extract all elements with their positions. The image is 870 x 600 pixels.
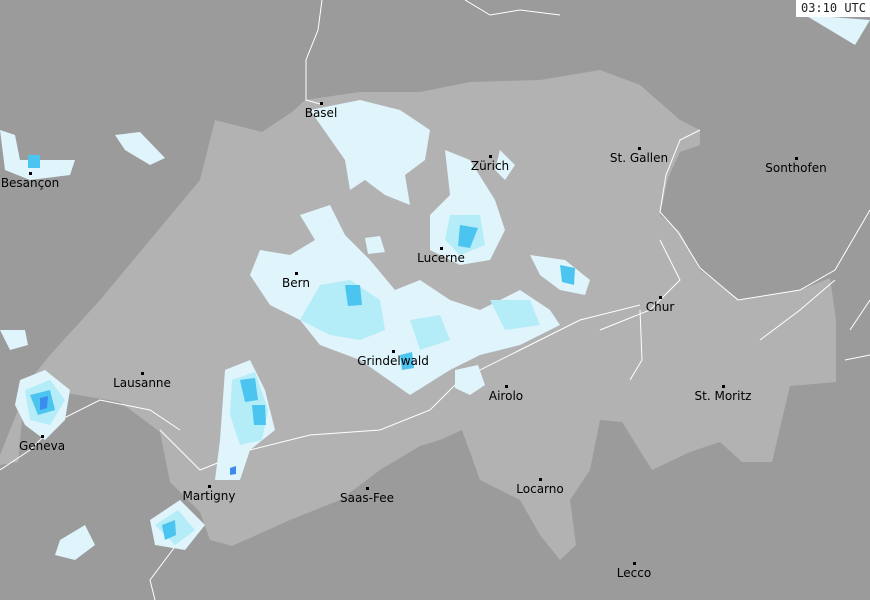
city-marker-icon xyxy=(633,562,636,565)
city-label: St. Gallen xyxy=(609,151,669,165)
city-label: Airolo xyxy=(488,389,524,403)
city-label: Basel xyxy=(304,106,338,120)
city-marker-icon xyxy=(208,485,211,488)
precipitation-light xyxy=(0,15,870,560)
city-label: Lucerne xyxy=(417,251,465,265)
city-marker-icon xyxy=(722,385,725,388)
city-marker-icon xyxy=(489,155,492,158)
city-marker-icon xyxy=(659,296,662,299)
city-label: Zürich xyxy=(470,159,510,173)
city-marker-icon xyxy=(505,385,508,388)
city-marker-icon xyxy=(295,272,298,275)
city-marker-icon xyxy=(141,372,144,375)
city-marker-icon xyxy=(29,172,32,175)
city-marker-icon xyxy=(41,435,44,438)
city-label: Chur xyxy=(645,300,675,314)
city-label: Besançon xyxy=(0,176,60,190)
precipitation-intense xyxy=(40,396,236,475)
timestamp-label: 03:10 UTC xyxy=(795,0,870,17)
city-label: Geneva xyxy=(18,439,66,453)
city-marker-icon xyxy=(392,350,395,353)
city-label: Grindelwald xyxy=(357,354,429,368)
city-marker-icon xyxy=(320,102,323,105)
city-label: Lausanne xyxy=(113,376,171,390)
city-label: Sonthofen xyxy=(765,161,827,175)
city-label: Saas-Fee xyxy=(340,491,394,505)
city-marker-icon xyxy=(539,478,542,481)
city-label: Bern xyxy=(282,276,310,290)
city-label: Lecco xyxy=(616,566,652,580)
city-marker-icon xyxy=(638,147,641,150)
city-label: St. Moritz xyxy=(694,389,752,403)
city-marker-icon xyxy=(795,157,798,160)
city-marker-icon xyxy=(440,247,443,250)
city-label: Locarno xyxy=(516,482,564,496)
city-marker-icon xyxy=(366,487,369,490)
city-label: Martigny xyxy=(182,489,236,503)
